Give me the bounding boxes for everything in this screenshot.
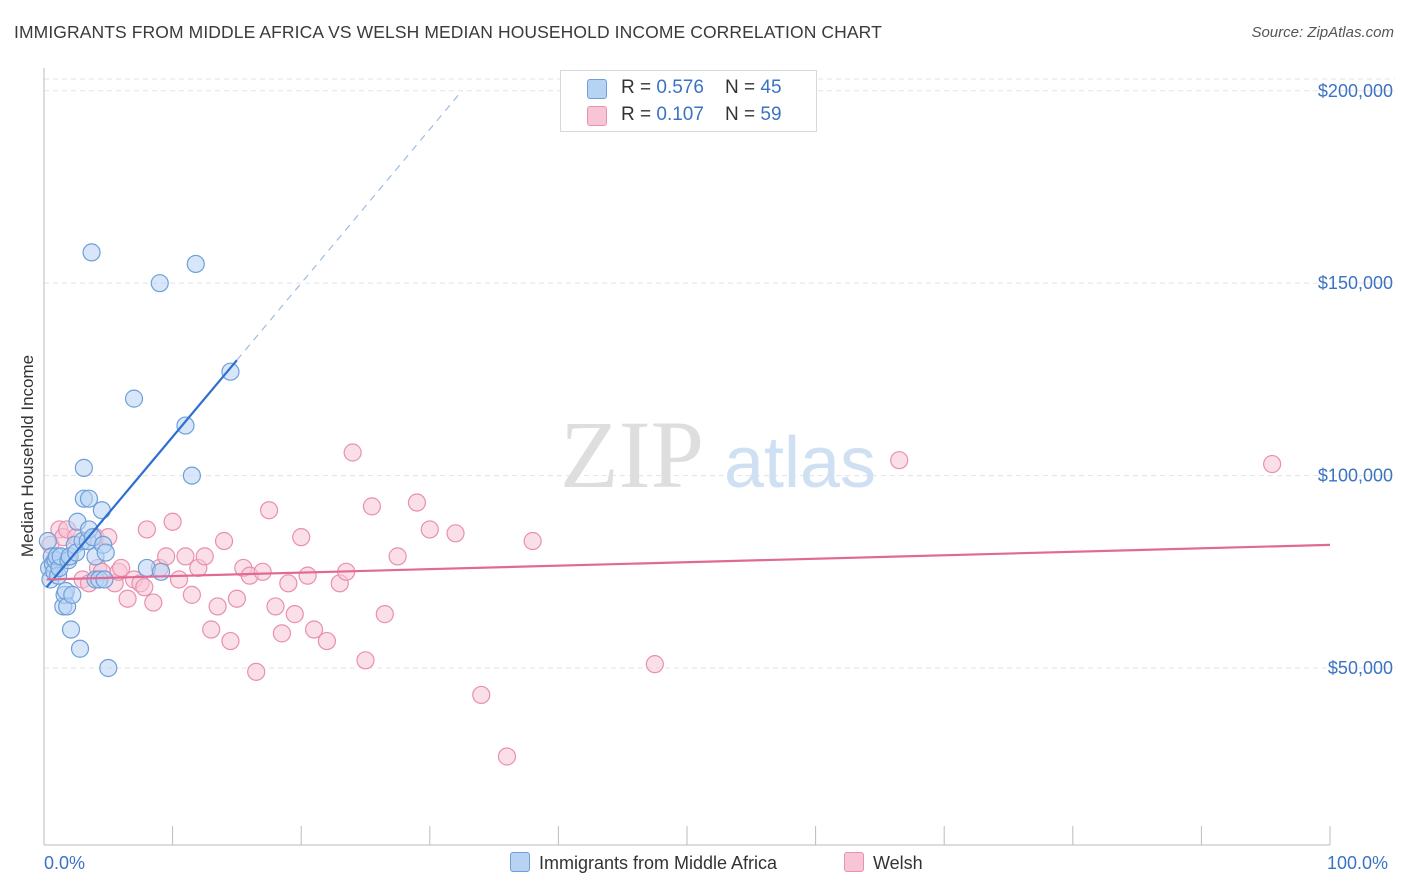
welsh-point (135, 578, 154, 597)
watermark-zip: ZIP (560, 401, 704, 508)
middle-africa-point (151, 562, 171, 581)
welsh-point (298, 566, 317, 585)
legend-n-value: 45 (760, 77, 782, 98)
welsh-trend-line (46, 543, 1331, 581)
welsh-point (317, 631, 337, 651)
welsh-point (356, 651, 375, 670)
middle-africa-point (70, 639, 90, 658)
welsh-point (388, 547, 407, 566)
middle-africa-point (82, 243, 101, 262)
legend-r-value: 0.576 (656, 77, 704, 98)
middle-africa-point (61, 620, 81, 639)
middle-africa-point (38, 531, 57, 551)
bottom-legend-label: Immigrants from Middle Africa (539, 853, 778, 873)
middle-africa-point (92, 501, 111, 520)
welsh-point (253, 562, 272, 581)
watermark: ZIP atlas (560, 401, 876, 508)
welsh-point (362, 497, 382, 516)
welsh-point (144, 593, 163, 612)
welsh-point (118, 589, 137, 608)
welsh-point (420, 520, 439, 539)
y-tick-label: $150,000 (1318, 273, 1393, 293)
trend-lines (45, 90, 1331, 588)
axes (43, 68, 1331, 846)
welsh-point (343, 443, 362, 462)
middle-africa-point (182, 466, 201, 485)
legend-n-label: N = (725, 77, 761, 98)
middle-africa-point (79, 489, 99, 508)
chart-title: IMMIGRANTS FROM MIDDLE AFRICA VS WELSH M… (14, 22, 882, 42)
middle-africa-point (96, 543, 115, 562)
middle-africa-trend-line (45, 359, 238, 588)
middle-africa-points (38, 243, 240, 678)
welsh-point (890, 451, 909, 470)
welsh-point (176, 547, 195, 566)
bottom-legend-middle-africa: Immigrants from Middle Africa (510, 852, 777, 874)
y-tick-label: $100,000 (1318, 466, 1393, 486)
middle-africa-point (186, 254, 205, 274)
welsh-point (259, 501, 279, 520)
legend-swatch-pink (587, 106, 607, 126)
legend-swatch-blue (587, 79, 607, 99)
y-tick-labels: $50,000 $100,000 $150,000 $200,000 (1318, 81, 1393, 678)
welsh-point (279, 574, 298, 593)
bottom-legend-swatch-blue (510, 852, 530, 872)
welsh-point (407, 493, 427, 512)
welsh-point (292, 528, 311, 547)
x-tick-label-max: 100.0% (1327, 853, 1389, 873)
bottom-legend-label: Welsh (873, 853, 923, 873)
x-tick-label-min: 0.0% (44, 853, 86, 873)
welsh-point (214, 531, 234, 551)
welsh-point (375, 605, 394, 624)
legend-r-value: 0.107 (656, 104, 704, 125)
welsh-point (202, 620, 221, 639)
bottom-legend-swatch-pink (844, 852, 864, 872)
welsh-point (266, 597, 285, 616)
welsh-point (497, 747, 517, 766)
bottom-legend-welsh: Welsh (844, 852, 923, 874)
y-tick-label: $200,000 (1318, 81, 1393, 101)
watermark-atlas: atlas (724, 423, 876, 503)
welsh-point (472, 685, 491, 705)
middle-africa-point (99, 658, 118, 678)
welsh-point (1263, 454, 1282, 474)
middle-africa-point (124, 389, 144, 408)
welsh-point (195, 547, 214, 566)
middle-africa-point (150, 274, 169, 293)
welsh-point (182, 585, 201, 604)
welsh-point (285, 605, 304, 624)
middle-africa-point (95, 570, 114, 589)
legend-n-value: 59 (760, 104, 782, 125)
correlation-legend: R = 0.576 N = 45 R = 0.107 N = 59 (560, 70, 817, 132)
legend-r-label: R = (621, 77, 657, 98)
welsh-point (221, 631, 240, 651)
legend-n-label: N = (725, 104, 761, 125)
welsh-point (523, 531, 542, 551)
welsh-point (272, 624, 292, 643)
welsh-point (157, 547, 176, 566)
middle-africa-point (74, 458, 93, 477)
welsh-point (208, 597, 227, 616)
welsh-point (137, 520, 156, 539)
welsh-point (227, 589, 246, 608)
source-label: Source: ZipAtlas.com (1251, 24, 1394, 41)
middle-africa-point (176, 416, 195, 435)
middle-africa-point (63, 585, 82, 604)
welsh-point (645, 655, 664, 674)
welsh-point (163, 512, 182, 531)
welsh-point (304, 620, 324, 639)
welsh-point (169, 570, 189, 589)
legend-r-label: R = (621, 104, 657, 125)
middle-africa-point (221, 362, 240, 381)
welsh-point (446, 524, 465, 543)
y-tick-label: $50,000 (1328, 658, 1393, 678)
middle-africa-trend-extension (236, 90, 463, 361)
welsh-point (247, 662, 266, 681)
